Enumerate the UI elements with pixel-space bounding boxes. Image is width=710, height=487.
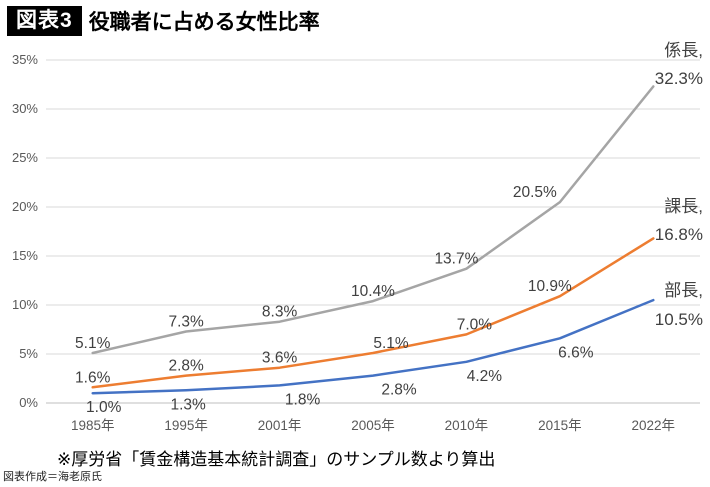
- y-tick-label: 10%: [12, 297, 38, 312]
- x-tick-label: 2010年: [445, 418, 489, 433]
- data-label-bucho-2: 1.8%: [285, 391, 321, 408]
- series-end-label-kakaricho-line2: 32.3%: [655, 69, 703, 88]
- y-tick-label: 5%: [19, 346, 38, 361]
- x-tick-label: 2005年: [351, 418, 395, 433]
- data-label-kacho-1: 2.8%: [168, 358, 204, 375]
- series-end-label-kacho-line2: 16.8%: [655, 225, 703, 244]
- data-label-kakaricho-4: 13.7%: [434, 251, 478, 268]
- series-line-bucho: [91, 298, 655, 395]
- series-end-label-kacho-line1: 課長,: [664, 197, 703, 216]
- credit-note: 図表作成＝海老原氏: [3, 471, 102, 483]
- data-label-kacho-3: 5.1%: [373, 335, 409, 352]
- y-tick-label: 15%: [12, 248, 38, 263]
- data-label-kacho-5: 10.9%: [528, 278, 572, 295]
- data-label-bucho-4: 4.2%: [467, 368, 503, 385]
- y-tick-label: 30%: [12, 101, 38, 116]
- data-label-kakaricho-3: 10.4%: [351, 283, 395, 300]
- chart-header: 図表3 役職者に占める女性比率: [7, 6, 320, 36]
- data-label-bucho-1: 1.3%: [170, 396, 206, 413]
- data-label-kacho-2: 3.6%: [262, 350, 298, 367]
- y-tick-label: 20%: [12, 199, 38, 214]
- data-label-kakaricho-0: 5.1%: [75, 335, 111, 352]
- series-end-label-kakaricho-line1: 係長,: [664, 41, 703, 60]
- x-tick-label: 2022年: [632, 418, 676, 433]
- data-label-bucho-5: 6.6%: [558, 344, 594, 361]
- y-tick-label: 35%: [12, 52, 38, 67]
- y-tick-label: 25%: [12, 150, 38, 165]
- x-tick-label: 2001年: [258, 418, 302, 433]
- series-end-label-bucho-line2: 10.5%: [655, 310, 703, 329]
- data-label-kakaricho-1: 7.3%: [168, 313, 204, 330]
- x-tick-label: 1985年: [71, 418, 115, 433]
- series-line-kacho: [91, 237, 655, 389]
- data-label-kakaricho-5: 20.5%: [513, 184, 557, 201]
- data-label-kacho-4: 7.0%: [457, 316, 493, 333]
- data-label-bucho-3: 2.8%: [381, 382, 417, 399]
- y-tick-label: 0%: [19, 395, 38, 410]
- data-label-bucho-0: 1.0%: [86, 399, 122, 416]
- x-tick-label: 1995年: [164, 418, 208, 433]
- data-label-kacho-0: 1.6%: [75, 369, 111, 386]
- data-label-kakaricho-2: 8.3%: [262, 304, 298, 321]
- figure-number-badge: 図表3: [7, 6, 82, 36]
- page-title: 役職者に占める女性比率: [88, 11, 320, 34]
- series-end-label-bucho-line1: 部長,: [664, 281, 703, 300]
- x-tick-label: 2015年: [538, 418, 582, 433]
- source-footnote: ※厚労省「賃金構造基本統計調査」のサンプル数より算出: [57, 450, 496, 469]
- series-line-kakaricho: [91, 85, 655, 355]
